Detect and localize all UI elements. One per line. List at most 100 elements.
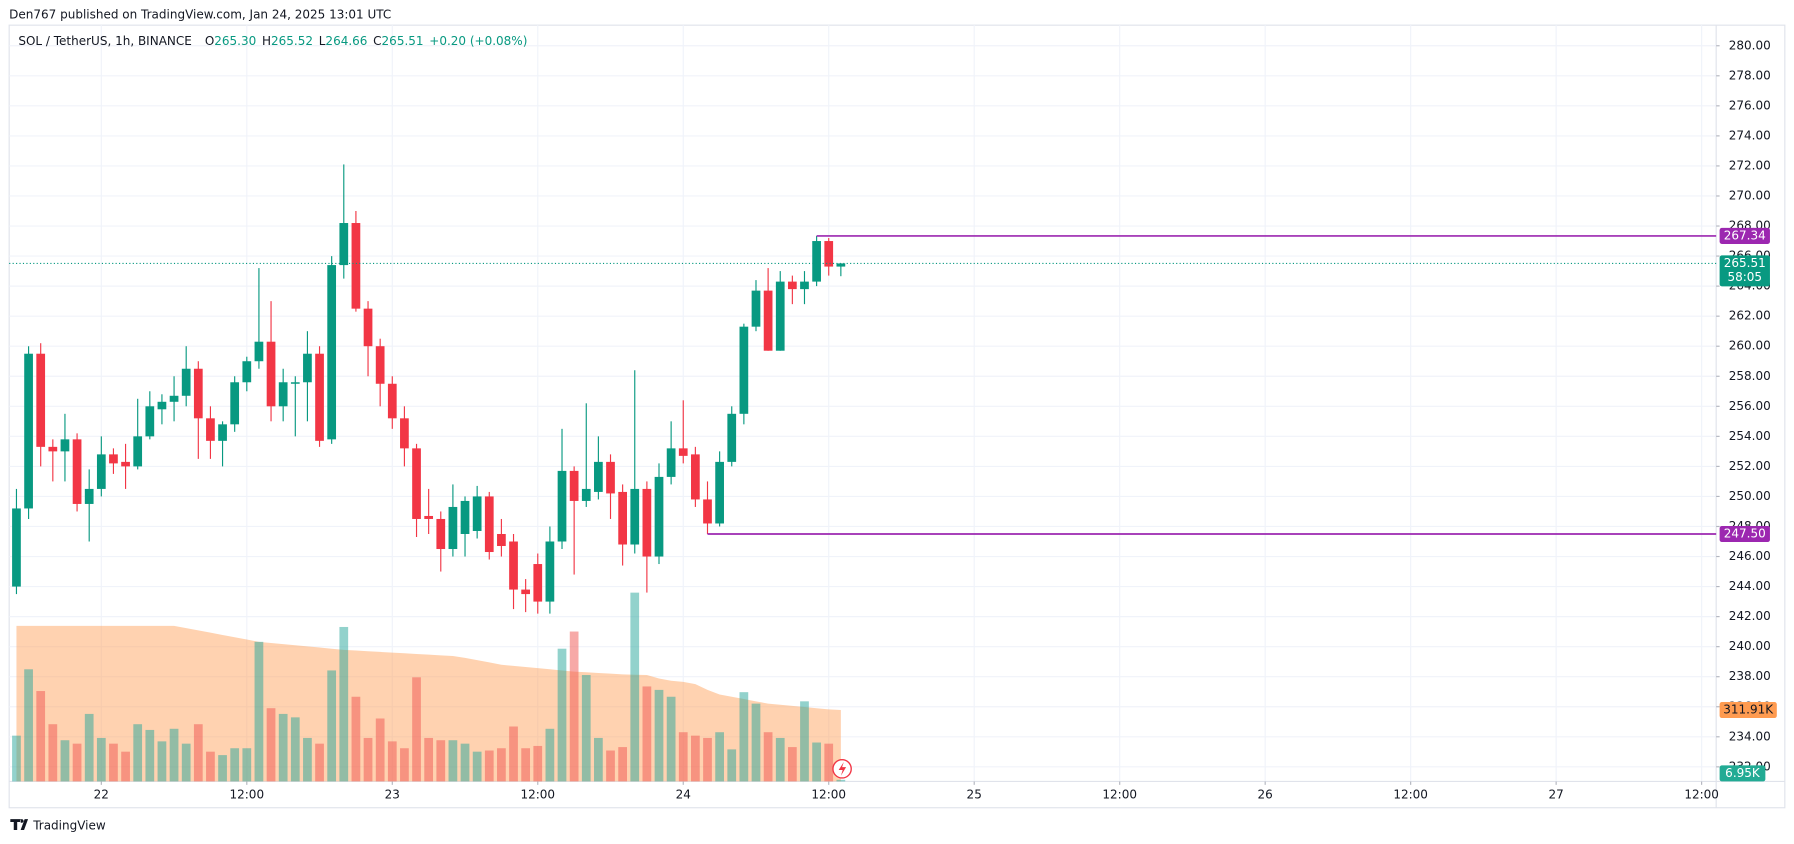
candle-body [181, 368, 191, 396]
x-tick-label: 26 [1258, 788, 1273, 802]
candle-body [666, 448, 676, 477]
candle-body [484, 496, 494, 553]
candle-body [642, 488, 652, 557]
volume-last-label: 6.95K [1725, 766, 1761, 780]
volume-bar [400, 748, 409, 782]
volume-bar [436, 740, 446, 782]
candle-body [254, 341, 264, 362]
candle-body [727, 413, 737, 462]
candle-body [351, 223, 361, 309]
y-tick-label: 280.00 [1729, 38, 1771, 52]
y-tick-label: 260.00 [1729, 339, 1771, 353]
volume-bar [351, 696, 361, 782]
legend-key: H [262, 34, 271, 48]
x-tick-label: 12:00 [811, 788, 846, 802]
candle-body [206, 418, 215, 441]
volume-bar [775, 737, 785, 782]
candle-body [339, 223, 349, 266]
frame [8, 24, 1786, 809]
y-tick-label: 254.00 [1729, 429, 1771, 443]
y-tick-label: 272.00 [1729, 158, 1771, 172]
volume-bar [521, 748, 531, 782]
volume-bar [424, 737, 434, 782]
candle-body [12, 508, 21, 587]
volume-pane [12, 592, 846, 782]
x-tick-label: 12:00 [230, 788, 265, 802]
candle-body [594, 461, 603, 492]
volume-bar [133, 724, 143, 782]
volume-bar [254, 641, 264, 782]
candle-body [193, 368, 203, 419]
candle-body [545, 541, 555, 602]
volume-bar [145, 729, 155, 782]
candle-body [581, 488, 591, 501]
y-tick-label: 258.00 [1729, 369, 1771, 383]
candle-body [787, 281, 797, 290]
y-tick-label: 250.00 [1729, 489, 1771, 503]
legend-change: +0.20 (+0.08%) [429, 34, 527, 48]
volume-bar [448, 740, 458, 782]
volume-bar [703, 737, 712, 782]
candle-body [230, 382, 240, 425]
candle-body [48, 446, 58, 452]
candle-body [436, 518, 446, 550]
volume-bar [739, 692, 749, 782]
volume-bar [630, 592, 640, 782]
volume-bar [533, 745, 543, 782]
candle-body [375, 346, 385, 384]
legend-key: L [319, 34, 326, 48]
volume-bar [266, 708, 276, 782]
y-tick-label: 262.00 [1729, 309, 1771, 323]
candle-body [96, 454, 106, 489]
volume-bar [497, 748, 506, 782]
volume-bar [363, 737, 373, 782]
volume-bar [48, 724, 58, 782]
candle-body [509, 541, 518, 590]
y-tick-label: 270.00 [1729, 188, 1771, 202]
candle-body [824, 241, 834, 267]
volume-bar [787, 747, 797, 782]
last-price-box [1719, 255, 1770, 287]
volume-bar [545, 728, 555, 782]
x-tick-label: 27 [1549, 788, 1564, 802]
volume-bar [12, 735, 21, 782]
candle-body [169, 395, 179, 402]
volume-bar [339, 626, 349, 782]
volume-bar [472, 751, 482, 782]
y-tick-label: 242.00 [1729, 609, 1771, 623]
candles [12, 164, 846, 614]
volume-bar [812, 742, 821, 782]
volume-bar [691, 735, 700, 782]
volume-bar [484, 750, 494, 782]
volume-bar [509, 726, 518, 782]
volume-bar [181, 743, 191, 782]
candle-body [448, 506, 458, 550]
volume-bar [666, 696, 676, 782]
candle-body [836, 263, 846, 267]
volume-bar [387, 741, 397, 782]
y-tick-label: 274.00 [1729, 128, 1771, 142]
y-tick-label: 252.00 [1729, 459, 1771, 473]
x-tick-label: 12:00 [1684, 788, 1719, 802]
volume-bar [800, 701, 809, 782]
candle-body [278, 382, 288, 407]
y-tick-label: 234.00 [1729, 729, 1771, 743]
volume-bar [618, 747, 627, 782]
volume-bar [206, 751, 215, 782]
candle-body [218, 424, 227, 441]
candle-body [533, 564, 543, 602]
candle-body [121, 461, 130, 467]
candle-body [424, 515, 434, 519]
candle-body [145, 406, 155, 437]
volume-bar [193, 724, 203, 782]
volume-bar [303, 737, 312, 782]
y-tick-label: 246.00 [1729, 549, 1771, 563]
price-label-box [1719, 227, 1770, 244]
candle-body [460, 500, 470, 534]
volume-bar [290, 717, 300, 782]
candle-body [739, 326, 749, 414]
volume-bar [278, 713, 288, 782]
volume-bar [327, 670, 337, 782]
